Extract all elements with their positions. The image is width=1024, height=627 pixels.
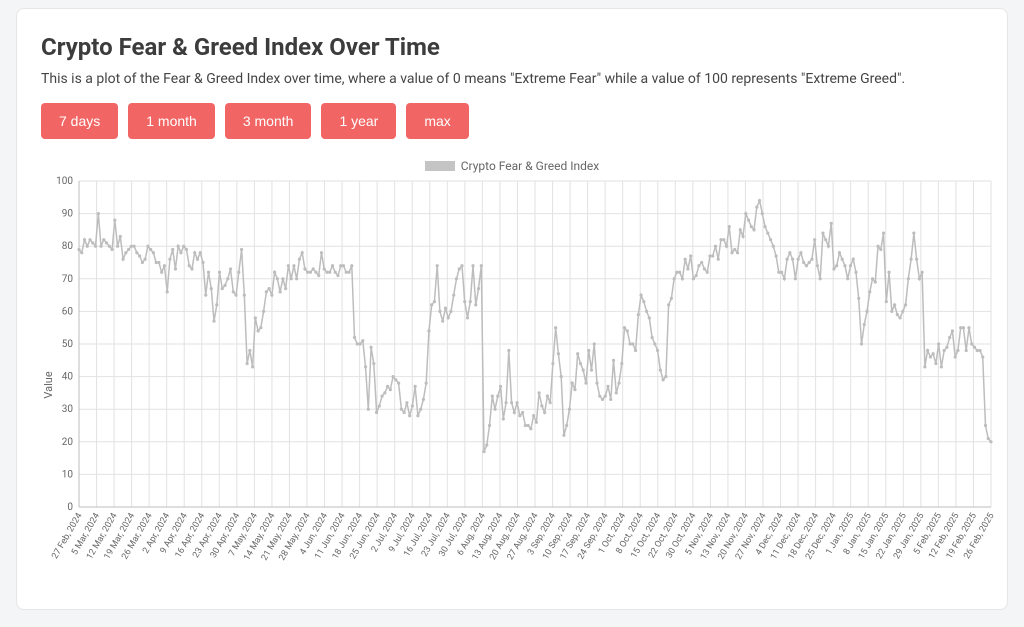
- line-chart: 010203040506070809010027 Feb, 20245 Mar,…: [41, 175, 1001, 595]
- range-3-month-button[interactable]: 3 month: [225, 103, 312, 139]
- legend-swatch: [425, 161, 455, 171]
- range-max-button[interactable]: max: [406, 103, 468, 139]
- chart-container: Value 010203040506070809010027 Feb, 2024…: [41, 175, 1001, 595]
- card: Crypto Fear & Greed Index Over Time This…: [16, 8, 1008, 610]
- svg-text:20: 20: [62, 437, 74, 448]
- page-title: Crypto Fear & Greed Index Over Time: [41, 33, 983, 61]
- time-range-buttons: 7 days 1 month 3 month 1 year max: [41, 103, 983, 139]
- svg-text:80: 80: [62, 241, 74, 252]
- svg-text:70: 70: [62, 274, 74, 285]
- range-7-days-button[interactable]: 7 days: [41, 103, 118, 139]
- svg-text:50: 50: [62, 339, 74, 350]
- svg-text:90: 90: [62, 209, 74, 220]
- range-1-month-button[interactable]: 1 month: [128, 103, 215, 139]
- svg-text:0: 0: [67, 502, 73, 513]
- svg-text:30: 30: [62, 404, 74, 415]
- svg-text:10: 10: [62, 469, 74, 480]
- range-1-year-button[interactable]: 1 year: [321, 103, 396, 139]
- y-axis-label: Value: [42, 371, 55, 398]
- page-subtitle: This is a plot of the Fear & Greed Index…: [41, 71, 983, 87]
- svg-text:60: 60: [62, 306, 74, 317]
- chart-legend: Crypto Fear & Greed Index: [41, 159, 983, 173]
- svg-text:100: 100: [56, 176, 73, 187]
- legend-label: Crypto Fear & Greed Index: [461, 159, 600, 173]
- svg-text:40: 40: [62, 372, 74, 383]
